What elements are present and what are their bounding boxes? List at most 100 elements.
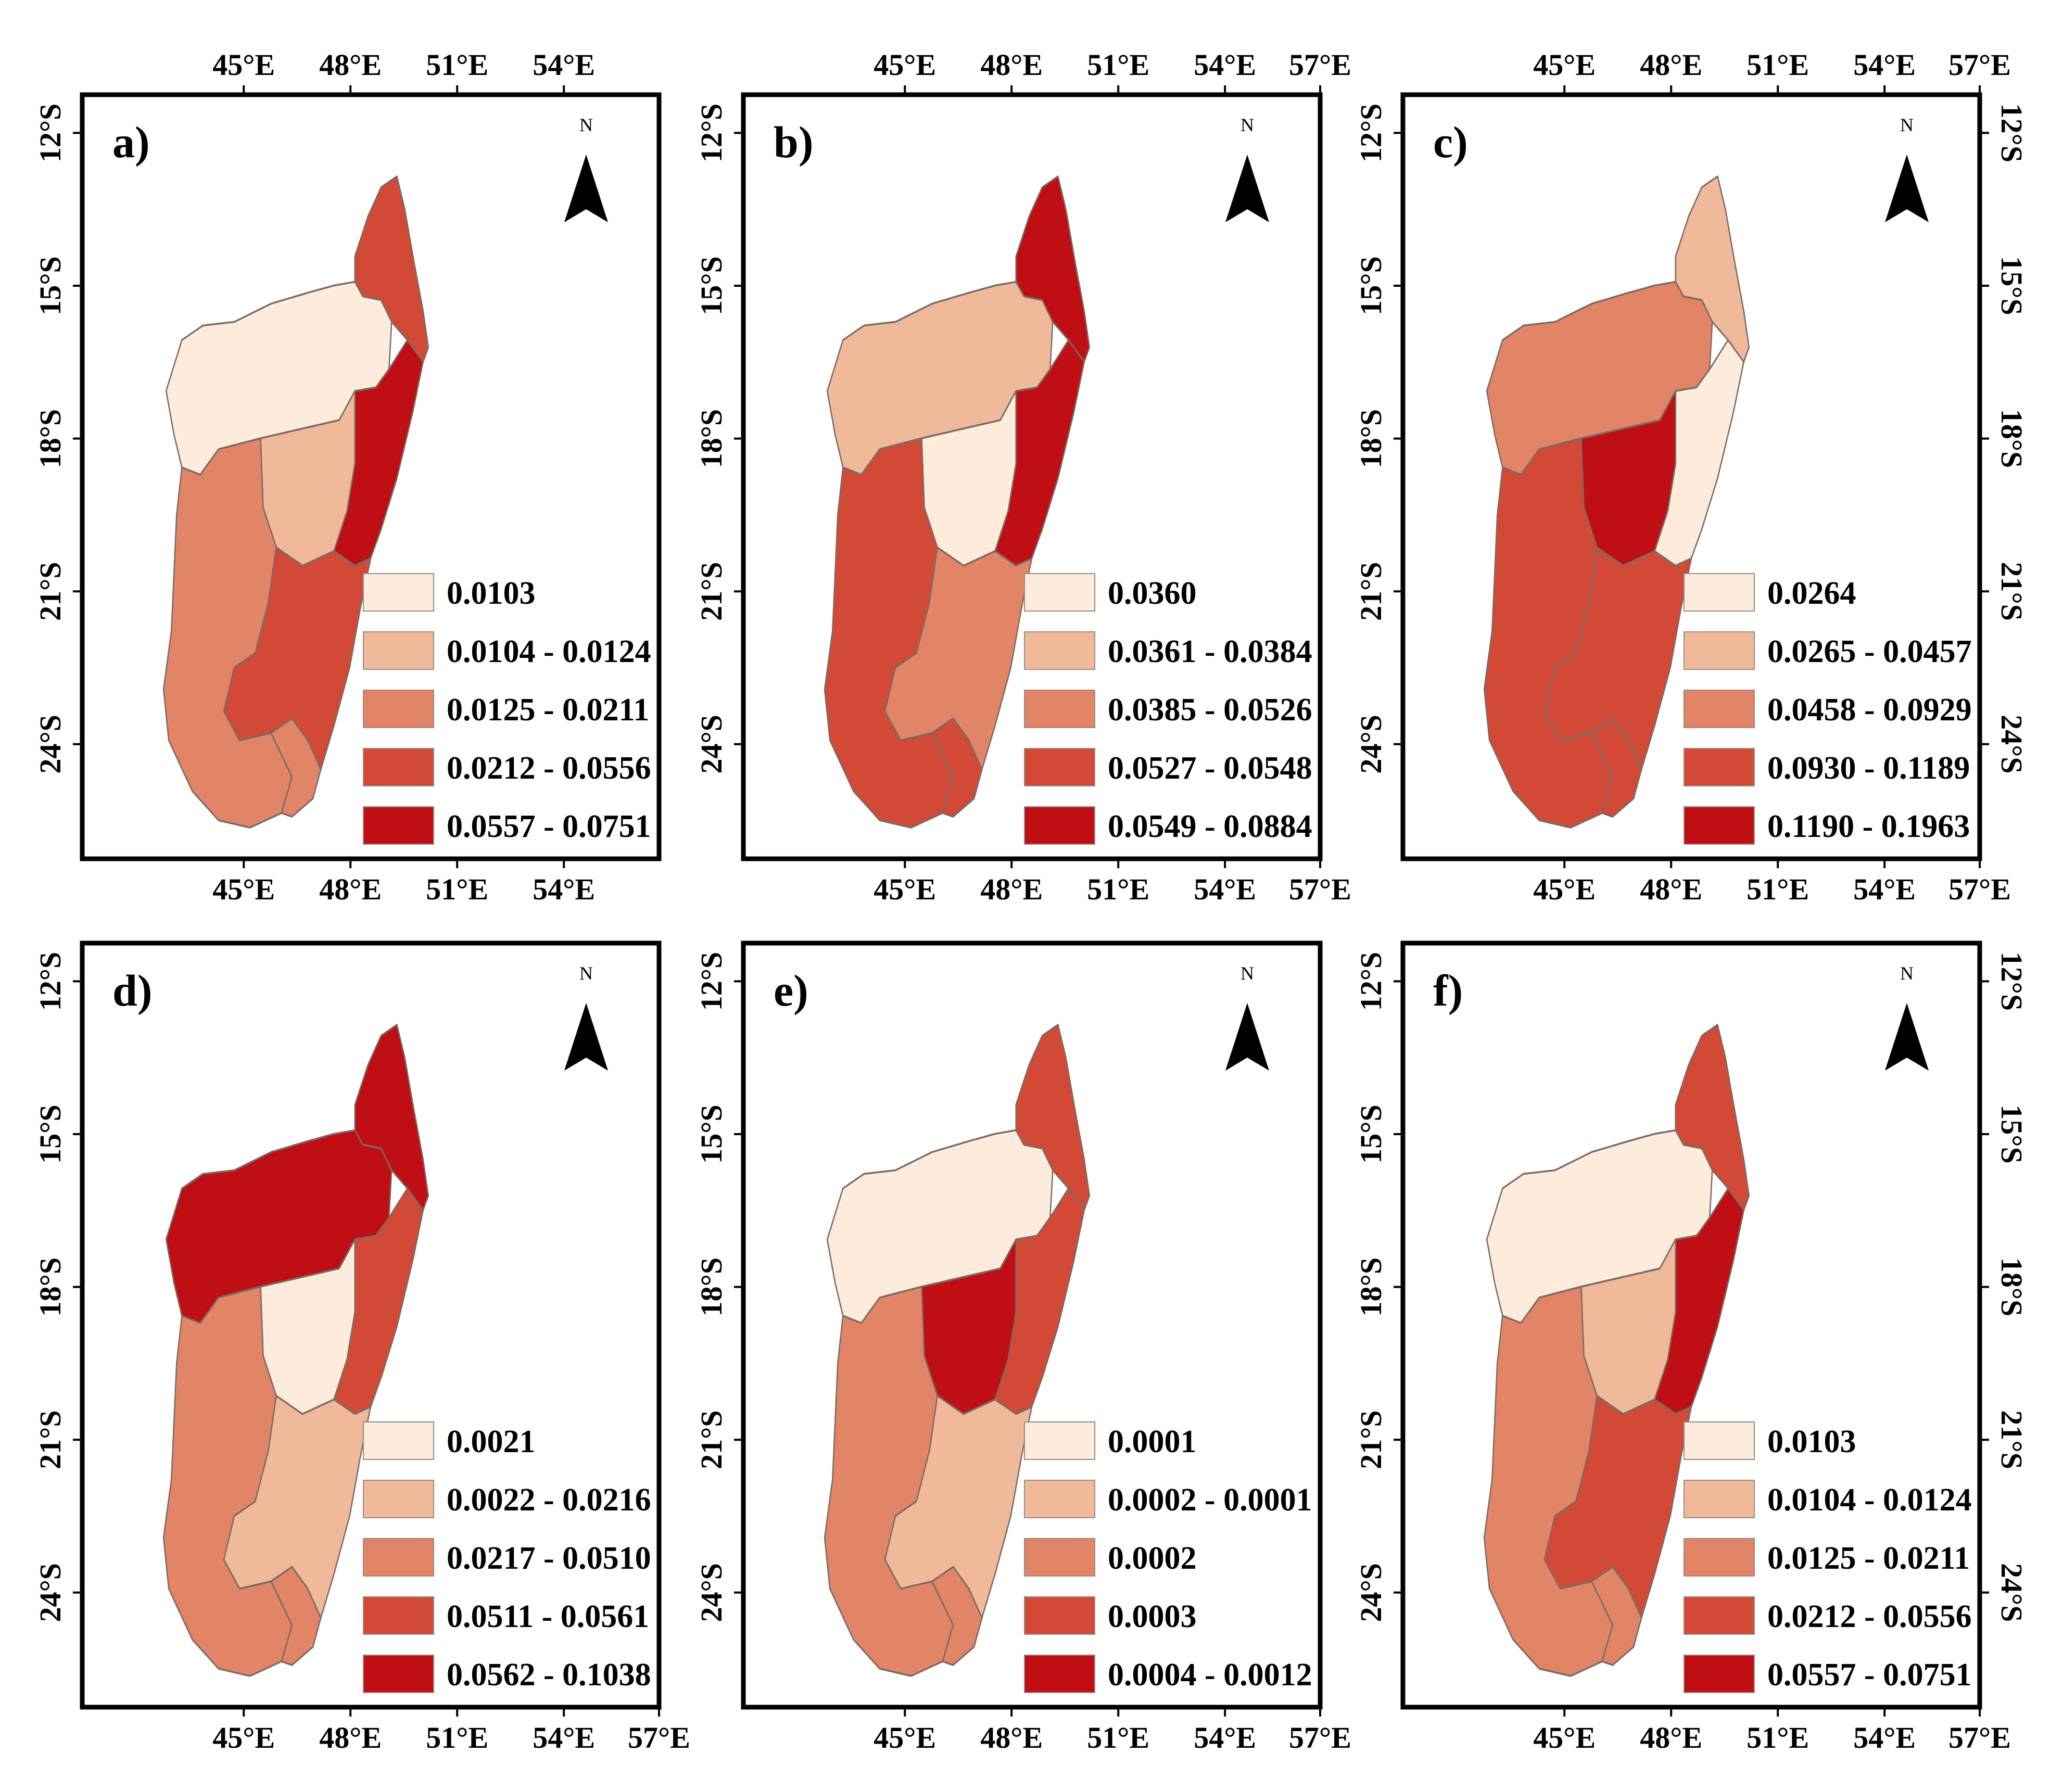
legend-label: 0.0527 - 0.0548	[1108, 751, 1312, 786]
lat-tick-label: 15°S	[1995, 1104, 2029, 1163]
north-arrow-icon: N	[1885, 963, 1929, 1071]
region-south	[270, 1566, 322, 1666]
legend-swatch	[1024, 1421, 1095, 1460]
lon-tick-label: 51°E	[1746, 872, 1809, 906]
lat-tick-label: 12°S	[694, 104, 728, 162]
region-south	[1591, 1566, 1642, 1666]
madagascar-map	[162, 175, 429, 829]
panel-label: a)	[112, 117, 150, 167]
lon-tick-label: 57°E	[628, 1721, 690, 1755]
madagascar-map	[824, 1024, 1091, 1677]
lon-tick-label: 51°E	[1087, 872, 1149, 906]
lat-tick-label: 12°S	[1995, 952, 2029, 1011]
legend-swatch	[363, 1596, 434, 1635]
legend-swatch	[1684, 573, 1755, 612]
lon-tick-label: 51°E	[426, 1721, 488, 1755]
legend-swatch	[1024, 806, 1095, 845]
lat-tick-label: 12°S	[33, 952, 67, 1011]
lon-tick-label: 48°E	[1640, 48, 1702, 82]
lon-tick-label: 48°E	[319, 48, 382, 82]
legend-label: 0.0360	[1108, 576, 1197, 611]
legend-swatch	[363, 806, 434, 845]
legend-label: 0.0125 - 0.0211	[1767, 1541, 1970, 1576]
panel-label: b)	[774, 117, 813, 167]
legend-label: 0.0002 - 0.0001	[1108, 1482, 1312, 1518]
lat-tick-label: 21°S	[1995, 1410, 2029, 1469]
lon-tick-label: 48°E	[1640, 1721, 1702, 1755]
north-arrow-shape	[564, 1003, 608, 1071]
legend-swatch	[1024, 690, 1095, 728]
lat-tick-label: 24°S	[1354, 715, 1388, 773]
lat-tick-label: 18°S	[694, 1257, 728, 1316]
panel-label: d)	[112, 965, 152, 1015]
legend-swatch	[1024, 748, 1095, 786]
lat-tick-label: 18°S	[1995, 1257, 2029, 1316]
legend-swatch	[363, 748, 434, 786]
region-south	[1591, 717, 1642, 818]
lon-tick-label: 51°E	[1087, 48, 1149, 82]
lon-tick-label: 54°E	[533, 872, 595, 906]
lat-tick-label: 15°S	[33, 1104, 67, 1163]
north-arrow-shape	[1885, 155, 1929, 222]
legend-swatch	[1684, 631, 1755, 670]
madagascar-map	[824, 175, 1091, 829]
legend-swatch	[1024, 573, 1095, 612]
lon-tick-label: 45°E	[212, 1721, 275, 1755]
lon-tick-label: 57°E	[1948, 872, 2011, 906]
legend-swatch	[363, 690, 434, 728]
north-label: N	[1900, 115, 1914, 135]
north-arrow-shape	[1225, 1003, 1269, 1071]
legend-swatch	[1024, 631, 1095, 670]
north-arrow-icon: N	[564, 963, 608, 1071]
legend-label: 0.0021	[447, 1424, 536, 1459]
legend-label: 0.0022 - 0.0216	[447, 1482, 651, 1518]
north-label: N	[579, 115, 593, 135]
legend-swatch	[363, 1480, 434, 1518]
legend: 0.0103 0.0104 - 0.0124 0.0125 - 0.0211 0.02…	[1684, 1421, 1972, 1693]
lon-tick-label: 57°E	[1948, 1721, 2011, 1755]
lat-tick-label: 24°S	[1354, 1563, 1388, 1622]
lon-tick-label: 45°E	[212, 48, 275, 82]
legend: 0.0360 0.0361 - 0.0384 0.0385 - 0.0526 0.05…	[1024, 573, 1312, 845]
lon-tick-label: 48°E	[1640, 872, 1702, 906]
lat-tick-label: 21°S	[694, 562, 728, 620]
legend-swatch	[1024, 1655, 1095, 1693]
lon-tick-label: 45°E	[1533, 1721, 1596, 1755]
lat-tick-label: 15°S	[33, 256, 67, 315]
legend-swatch	[1684, 1421, 1755, 1460]
lat-tick-label: 12°S	[33, 104, 67, 162]
lat-tick-label: 21°S	[694, 1410, 728, 1469]
lat-tick-label: 15°S	[1995, 256, 2029, 315]
lat-tick-label: 18°S	[33, 409, 67, 468]
legend-label: 0.0125 - 0.0211	[447, 692, 649, 728]
lat-tick-label: 24°S	[1995, 1563, 2029, 1622]
lat-tick-label: 12°S	[1354, 952, 1388, 1011]
legend-label: 0.0557 - 0.0751	[1767, 1657, 1972, 1693]
lon-tick-label: 54°E	[1853, 48, 1916, 82]
lon-tick-label: 48°E	[319, 872, 382, 906]
legend-swatch	[1024, 1596, 1095, 1635]
legend-swatch	[1684, 1596, 1755, 1635]
lon-tick-label: 48°E	[980, 48, 1043, 82]
lon-tick-label: 45°E	[874, 1721, 936, 1755]
legend-label: 0.0562 - 0.1038	[447, 1657, 651, 1693]
lat-tick-label: 24°S	[694, 715, 728, 773]
north-arrow-icon: N	[1225, 963, 1269, 1071]
north-arrow-icon: N	[1885, 115, 1929, 222]
lon-tick-label: 51°E	[1746, 48, 1809, 82]
north-arrow-shape	[564, 155, 608, 222]
lat-tick-label: 21°S	[1995, 562, 2029, 620]
legend: 0.0021 0.0022 - 0.0216 0.0217 - 0.0510 0.05…	[363, 1421, 651, 1693]
legend-label: 0.1190 - 0.1963	[1767, 809, 1970, 844]
legend-label: 0.0458 - 0.0929	[1767, 692, 1972, 728]
legend-label: 0.0104 - 0.0124	[447, 634, 651, 669]
lat-tick-label: 18°S	[1354, 1257, 1388, 1316]
lon-tick-label: 45°E	[1533, 48, 1596, 82]
lat-tick-label: 12°S	[1354, 104, 1388, 162]
legend-label: 0.0361 - 0.0384	[1108, 634, 1312, 669]
lon-tick-label: 45°E	[874, 872, 936, 906]
legend-label: 0.0103	[1767, 1424, 1856, 1459]
